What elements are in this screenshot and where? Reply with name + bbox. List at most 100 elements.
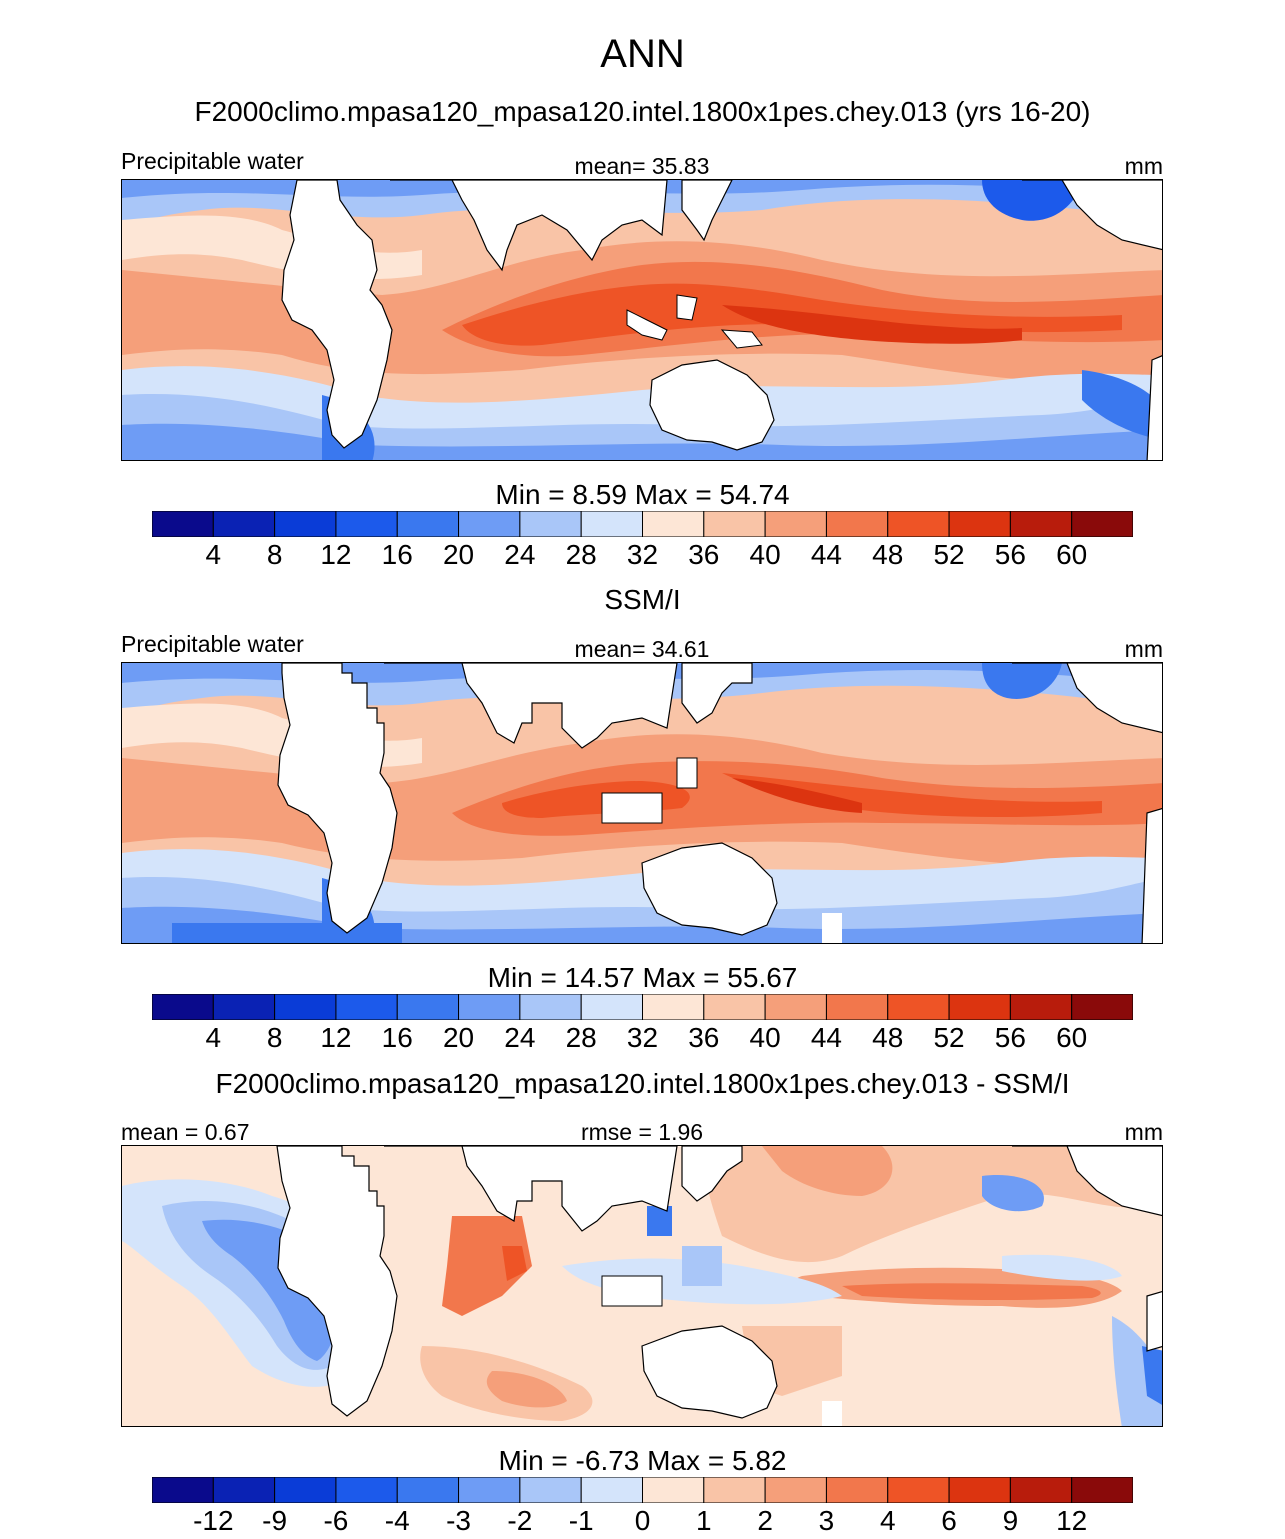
colorbar-swatch — [642, 1477, 705, 1503]
colorbar-tick-label: 44 — [810, 1022, 843, 1053]
colorbar-tick-label: 4 — [205, 1022, 222, 1053]
panel-2-variable-label: Precipitable water — [121, 631, 304, 657]
colorbar-swatch — [1071, 1477, 1133, 1503]
colorbar-swatch — [580, 994, 644, 1020]
colorbar-swatch — [274, 511, 337, 537]
colorbar-swatch — [152, 511, 214, 537]
colorbar-tick-label: 20 — [442, 539, 475, 570]
colorbar-tick-label: 48 — [872, 539, 904, 570]
panel-1-variable-label: Precipitable water — [121, 148, 304, 174]
panel-2-colorbar-ticks: 4 8 12 16 20 24 28 32 36 40 44 48 52 56 60 — [152, 1022, 1133, 1054]
colorbar-swatch — [1009, 994, 1073, 1020]
colorbar-swatch — [642, 511, 705, 537]
colorbar-swatch — [335, 511, 398, 537]
panel-2-units-label: mm — [1124, 636, 1163, 662]
colorbar-swatch — [948, 511, 1011, 537]
colorbar-tick-label: 60 — [1056, 1022, 1088, 1053]
colorbar-swatch — [458, 1477, 521, 1503]
colorbar-swatch — [212, 994, 276, 1020]
colorbar-swatch — [703, 1477, 766, 1503]
colorbar-swatch — [764, 994, 827, 1020]
panel-2-mean-label: mean= 34.61 — [574, 636, 710, 662]
colorbar-tick-label: 24 — [504, 1022, 536, 1053]
panel-3-rmse-label: rmse = 1.96 — [580, 1119, 704, 1145]
colorbar-tick-label: 16 — [381, 1022, 413, 1053]
colorbar-tick-label: -3 — [446, 1505, 471, 1536]
colorbar-swatch — [703, 994, 766, 1020]
panel-1-map — [121, 179, 1163, 461]
colorbar-swatch — [580, 1477, 644, 1503]
colorbar-swatch — [396, 511, 460, 537]
colorbar-swatch — [580, 511, 644, 537]
panel-2-map — [121, 662, 1163, 944]
colorbar-tick-label: 32 — [626, 1022, 659, 1053]
colorbar-tick-label: 60 — [1056, 539, 1088, 570]
colorbar-swatch — [458, 511, 521, 537]
colorbar-swatch — [703, 511, 766, 537]
colorbar-tick-label: 36 — [688, 539, 720, 570]
colorbar-tick-label: 8 — [266, 1022, 283, 1053]
colorbar-tick-label: 32 — [626, 539, 659, 570]
colorbar-swatch — [887, 511, 950, 537]
colorbar-tick-label: 12 — [320, 539, 352, 570]
colorbar-swatch — [1009, 1477, 1073, 1503]
colorbar-tick-label: 20 — [442, 1022, 475, 1053]
panel-3-mean-label: mean = 0.67 — [121, 1119, 250, 1145]
panel-1-colorbar-ticks: 4 8 12 16 20 24 28 32 36 40 44 48 52 56 60 — [152, 539, 1133, 571]
colorbar-swatch — [335, 994, 398, 1020]
colorbar-tick-label: -4 — [384, 1505, 410, 1536]
colorbar-swatch — [152, 1477, 214, 1503]
colorbar-tick-label: 56 — [994, 1022, 1026, 1053]
colorbar-tick-label: 3 — [818, 1505, 835, 1536]
colorbar-tick-label: 28 — [565, 1022, 597, 1053]
colorbar-swatch — [948, 994, 1011, 1020]
panel-3-minmax: Min = -6.73 Max = 5.82 — [498, 1445, 787, 1476]
colorbar-swatch — [212, 1477, 276, 1503]
colorbar-swatch — [519, 1477, 582, 1503]
panel-2-minmax: Min = 14.57 Max = 55.67 — [487, 962, 798, 993]
panel-2-colorbar — [152, 994, 1133, 1020]
colorbar-swatch — [887, 994, 950, 1020]
panel-2-heading: SSM/I — [604, 584, 681, 615]
panel-1-heading: F2000climo.mpasa120_mpasa120.intel.1800x… — [194, 96, 1091, 127]
panel-3-map — [121, 1145, 1163, 1427]
panel-3-units-label: mm — [1124, 1119, 1163, 1145]
colorbar-swatch — [887, 1477, 950, 1503]
colorbar-swatch — [764, 1477, 827, 1503]
colorbar-tick-label: 4 — [205, 539, 222, 570]
colorbar-swatch — [274, 994, 337, 1020]
main-title: ANN — [600, 32, 685, 76]
colorbar-tick-label: 12 — [1056, 1505, 1088, 1536]
colorbar-tick-label: -12 — [193, 1505, 234, 1536]
colorbar-tick-label: -2 — [507, 1505, 533, 1536]
colorbar-swatch — [519, 511, 582, 537]
colorbar-tick-label: 16 — [381, 539, 413, 570]
colorbar-tick-label: 8 — [266, 539, 283, 570]
colorbar-tick-label: 36 — [688, 1022, 720, 1053]
colorbar-swatch — [396, 994, 460, 1020]
colorbar-swatch — [825, 994, 889, 1020]
colorbar-swatch — [458, 994, 521, 1020]
colorbar-tick-label: 48 — [872, 1022, 904, 1053]
colorbar-swatch — [335, 1477, 398, 1503]
colorbar-tick-label: 28 — [565, 539, 597, 570]
colorbar-tick-label: 12 — [320, 1022, 352, 1053]
colorbar-swatch — [1009, 511, 1073, 537]
colorbar-tick-label: 4 — [879, 1505, 896, 1536]
colorbar-tick-label: -1 — [568, 1505, 594, 1536]
panel-1-colorbar — [152, 511, 1133, 537]
colorbar-swatch — [212, 511, 276, 537]
colorbar-tick-label: 6 — [941, 1505, 957, 1536]
panel-3-heading: F2000climo.mpasa120_mpasa120.intel.1800x… — [215, 1068, 1070, 1099]
colorbar-swatch — [1071, 994, 1133, 1020]
panel-3-colorbar — [152, 1477, 1133, 1503]
colorbar-tick-label: 44 — [810, 539, 843, 570]
colorbar-swatch — [642, 994, 705, 1020]
panel-3-colorbar-ticks: -12 -9 -6 -4 -3 -2 -1 0 1 2 3 4 6 9 12 — [152, 1505, 1133, 1537]
colorbar-tick-label: 52 — [933, 539, 965, 570]
colorbar-swatch — [152, 994, 214, 1020]
colorbar-tick-label: -6 — [323, 1505, 349, 1536]
colorbar-tick-label: -9 — [262, 1505, 288, 1536]
panel-1-mean-label: mean= 35.83 — [574, 153, 710, 179]
colorbar-tick-label: 56 — [994, 539, 1026, 570]
